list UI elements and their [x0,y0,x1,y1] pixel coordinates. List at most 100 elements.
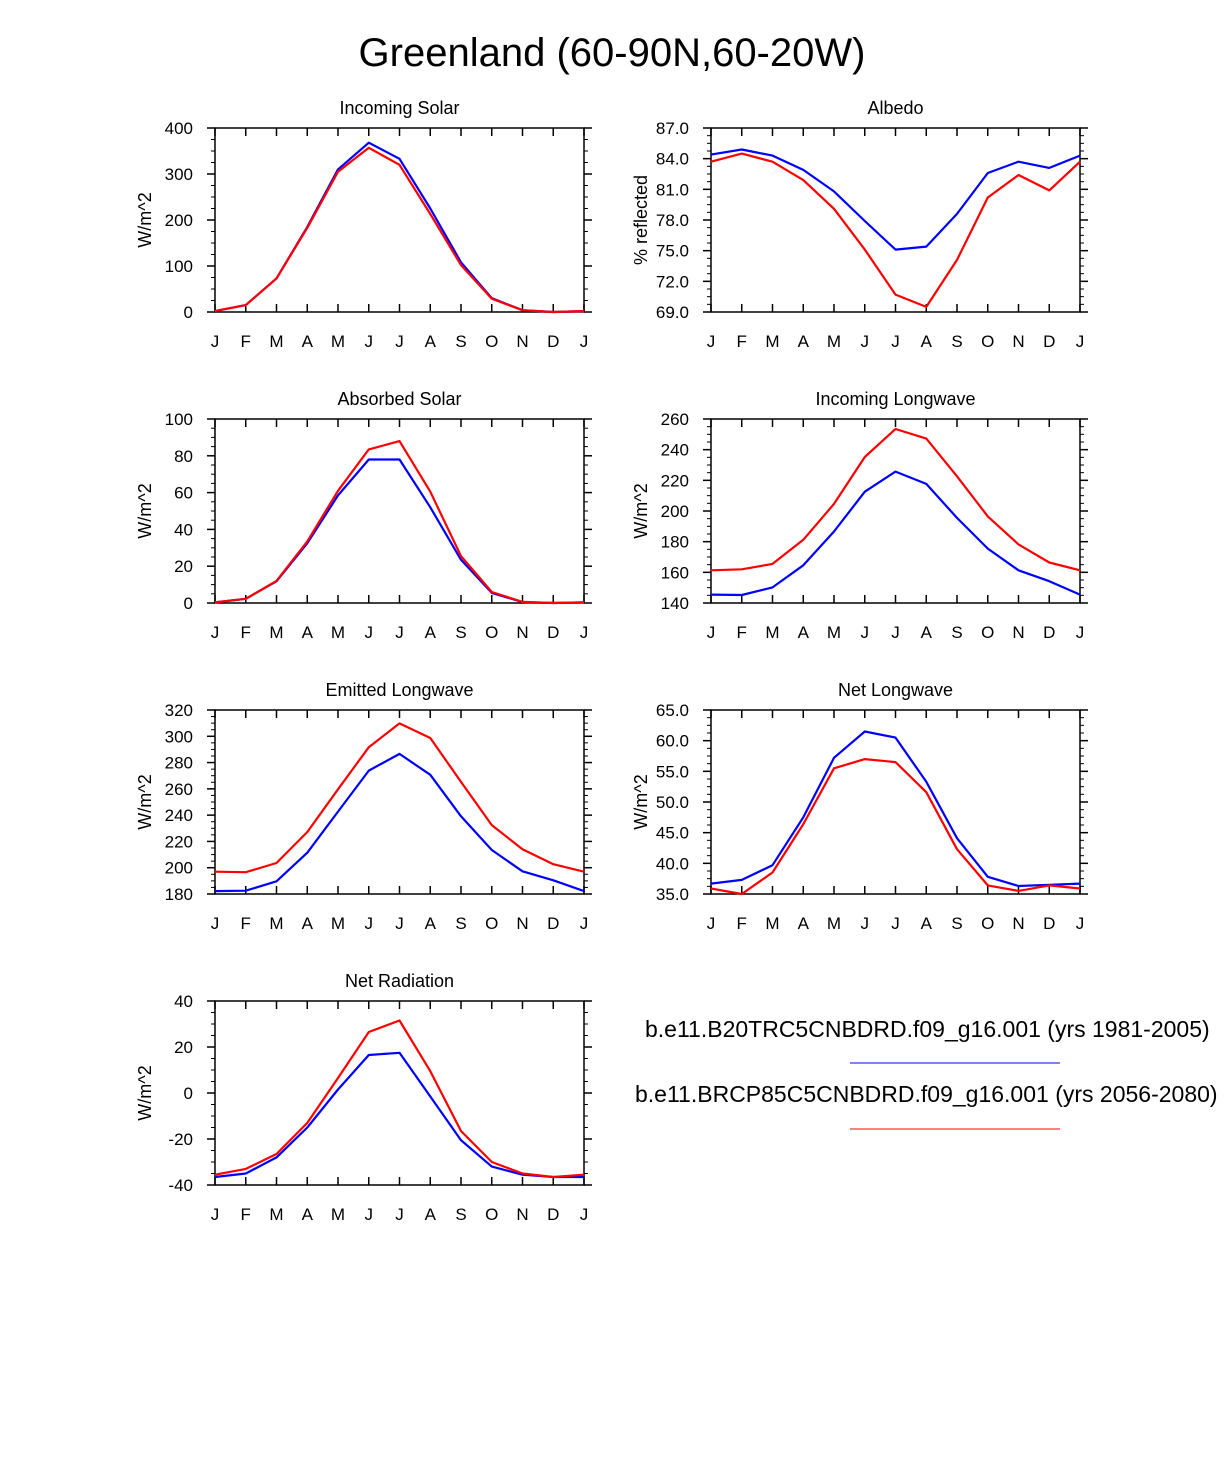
y-axis-label: W/m^2 [135,774,155,829]
x-tick-label: M [269,914,283,933]
x-tick-label: D [1043,332,1055,351]
x-tick-label: J [580,623,589,642]
x-tick-label: O [485,914,498,933]
x-tick-label: N [516,914,528,933]
y-tick-label: 80 [174,447,193,466]
legend-label-baseline: b.e11.B20TRC5CNBDRD.f09_g16.001 (yrs 198… [645,1016,1210,1042]
plot-frame [214,709,585,895]
legend-label-future: b.e11.BRCP85C5CNBDRD.f09_g16.001 (yrs 20… [635,1081,1218,1107]
x-tick-label: F [737,914,747,933]
x-tick-label: M [765,623,779,642]
y-tick-label: 40.0 [656,854,689,873]
series-line-baseline [710,470,1081,597]
y-tick-label: 400 [165,119,193,138]
x-tick-label: D [547,623,559,642]
x-tick-label: F [241,914,251,933]
x-tick-label: A [921,332,933,351]
y-axis-label: W/m^2 [135,483,155,538]
x-tick-label: F [241,332,251,351]
y-axis-label: W/m^2 [135,1065,155,1120]
x-tick-label: J [211,1205,220,1224]
series-line-baseline [710,730,1081,888]
y-tick-label: 69.0 [656,303,689,322]
y-axis-label: W/m^2 [631,483,651,538]
y-tick-label: 40 [174,520,193,539]
x-tick-label: F [737,332,747,351]
x-tick-label: J [707,332,716,351]
y-tick-label: 240 [661,441,689,460]
x-tick-label: M [269,332,283,351]
series-line-future [214,146,585,314]
x-tick-label: F [737,623,747,642]
x-tick-label: J [1076,914,1085,933]
x-tick-label: J [211,623,220,642]
x-tick-label: J [861,623,870,642]
series-line-future [214,722,585,874]
chart-panel-4: J F M A M J J A S O N D J140160180200220240260Incomi… [631,389,1088,642]
panel-title: Incoming Solar [339,98,459,118]
x-tick-label: A [425,332,437,351]
plot-frame [710,127,1081,313]
y-tick-label: 60 [174,484,193,503]
x-tick-label: J [211,914,220,933]
x-tick-label: A [302,623,314,642]
x-tick-label: A [302,914,314,933]
x-tick-label: S [455,1205,466,1224]
x-tick-label: A [425,1205,437,1224]
x-tick-label: M [269,623,283,642]
series-line-future [214,1019,585,1179]
x-tick-label: O [981,332,994,351]
x-tick-label: A [798,914,810,933]
y-tick-label: 260 [165,780,193,799]
x-tick-label: M [827,914,841,933]
x-tick-label: S [455,914,466,933]
x-tick-label: M [765,332,779,351]
y-tick-label: 20 [174,557,193,576]
x-tick-label: N [1012,623,1024,642]
x-tick-label: D [547,332,559,351]
x-tick-label: S [951,623,962,642]
y-tick-label: 40 [174,992,193,1011]
x-tick-label: J [365,914,374,933]
panel-title: Incoming Longwave [815,389,975,409]
figure-title: Greenland (60-90N,60-20W) [359,31,866,75]
x-tick-label: J [861,914,870,933]
y-tick-label: 100 [165,257,193,276]
x-tick-label: A [425,623,437,642]
x-tick-label: J [365,623,374,642]
y-tick-label: 0 [184,303,193,322]
x-tick-label: J [395,914,404,933]
panel-title: Absorbed Solar [337,389,461,409]
x-tick-label: O [485,332,498,351]
series-line-future [710,757,1081,896]
x-tick-label: M [331,914,345,933]
y-tick-label: 280 [165,754,193,773]
plot-frame [710,418,1081,604]
y-tick-label: 50.0 [656,793,689,812]
y-axis-label: W/m^2 [135,192,155,247]
x-tick-label: J [891,914,900,933]
y-tick-label: 200 [165,211,193,230]
x-tick-label: A [302,1205,314,1224]
x-tick-label: J [365,1205,374,1224]
chart-panel-2: J F M A M J J A S O N D J69.072.075.078.081.084.087.… [631,98,1088,351]
panel-title: Net Radiation [345,971,454,991]
x-tick-label: N [516,1205,528,1224]
x-tick-label: S [455,332,466,351]
x-tick-label: A [798,623,810,642]
y-tick-label: 140 [661,594,689,613]
y-tick-label: -40 [168,1176,193,1195]
y-tick-label: 220 [165,832,193,851]
x-tick-label: J [580,1205,589,1224]
x-tick-label: J [395,1205,404,1224]
x-tick-label: J [395,623,404,642]
chart-panel-5: J F M A M J J A S O N D J180200220240260280300320Emi… [135,680,592,933]
series-line-future [710,152,1081,308]
y-tick-label: 0 [184,594,193,613]
plot-frame [214,418,585,604]
x-tick-label: J [861,332,870,351]
series-line-future [710,427,1081,572]
y-tick-label: 200 [165,859,193,878]
